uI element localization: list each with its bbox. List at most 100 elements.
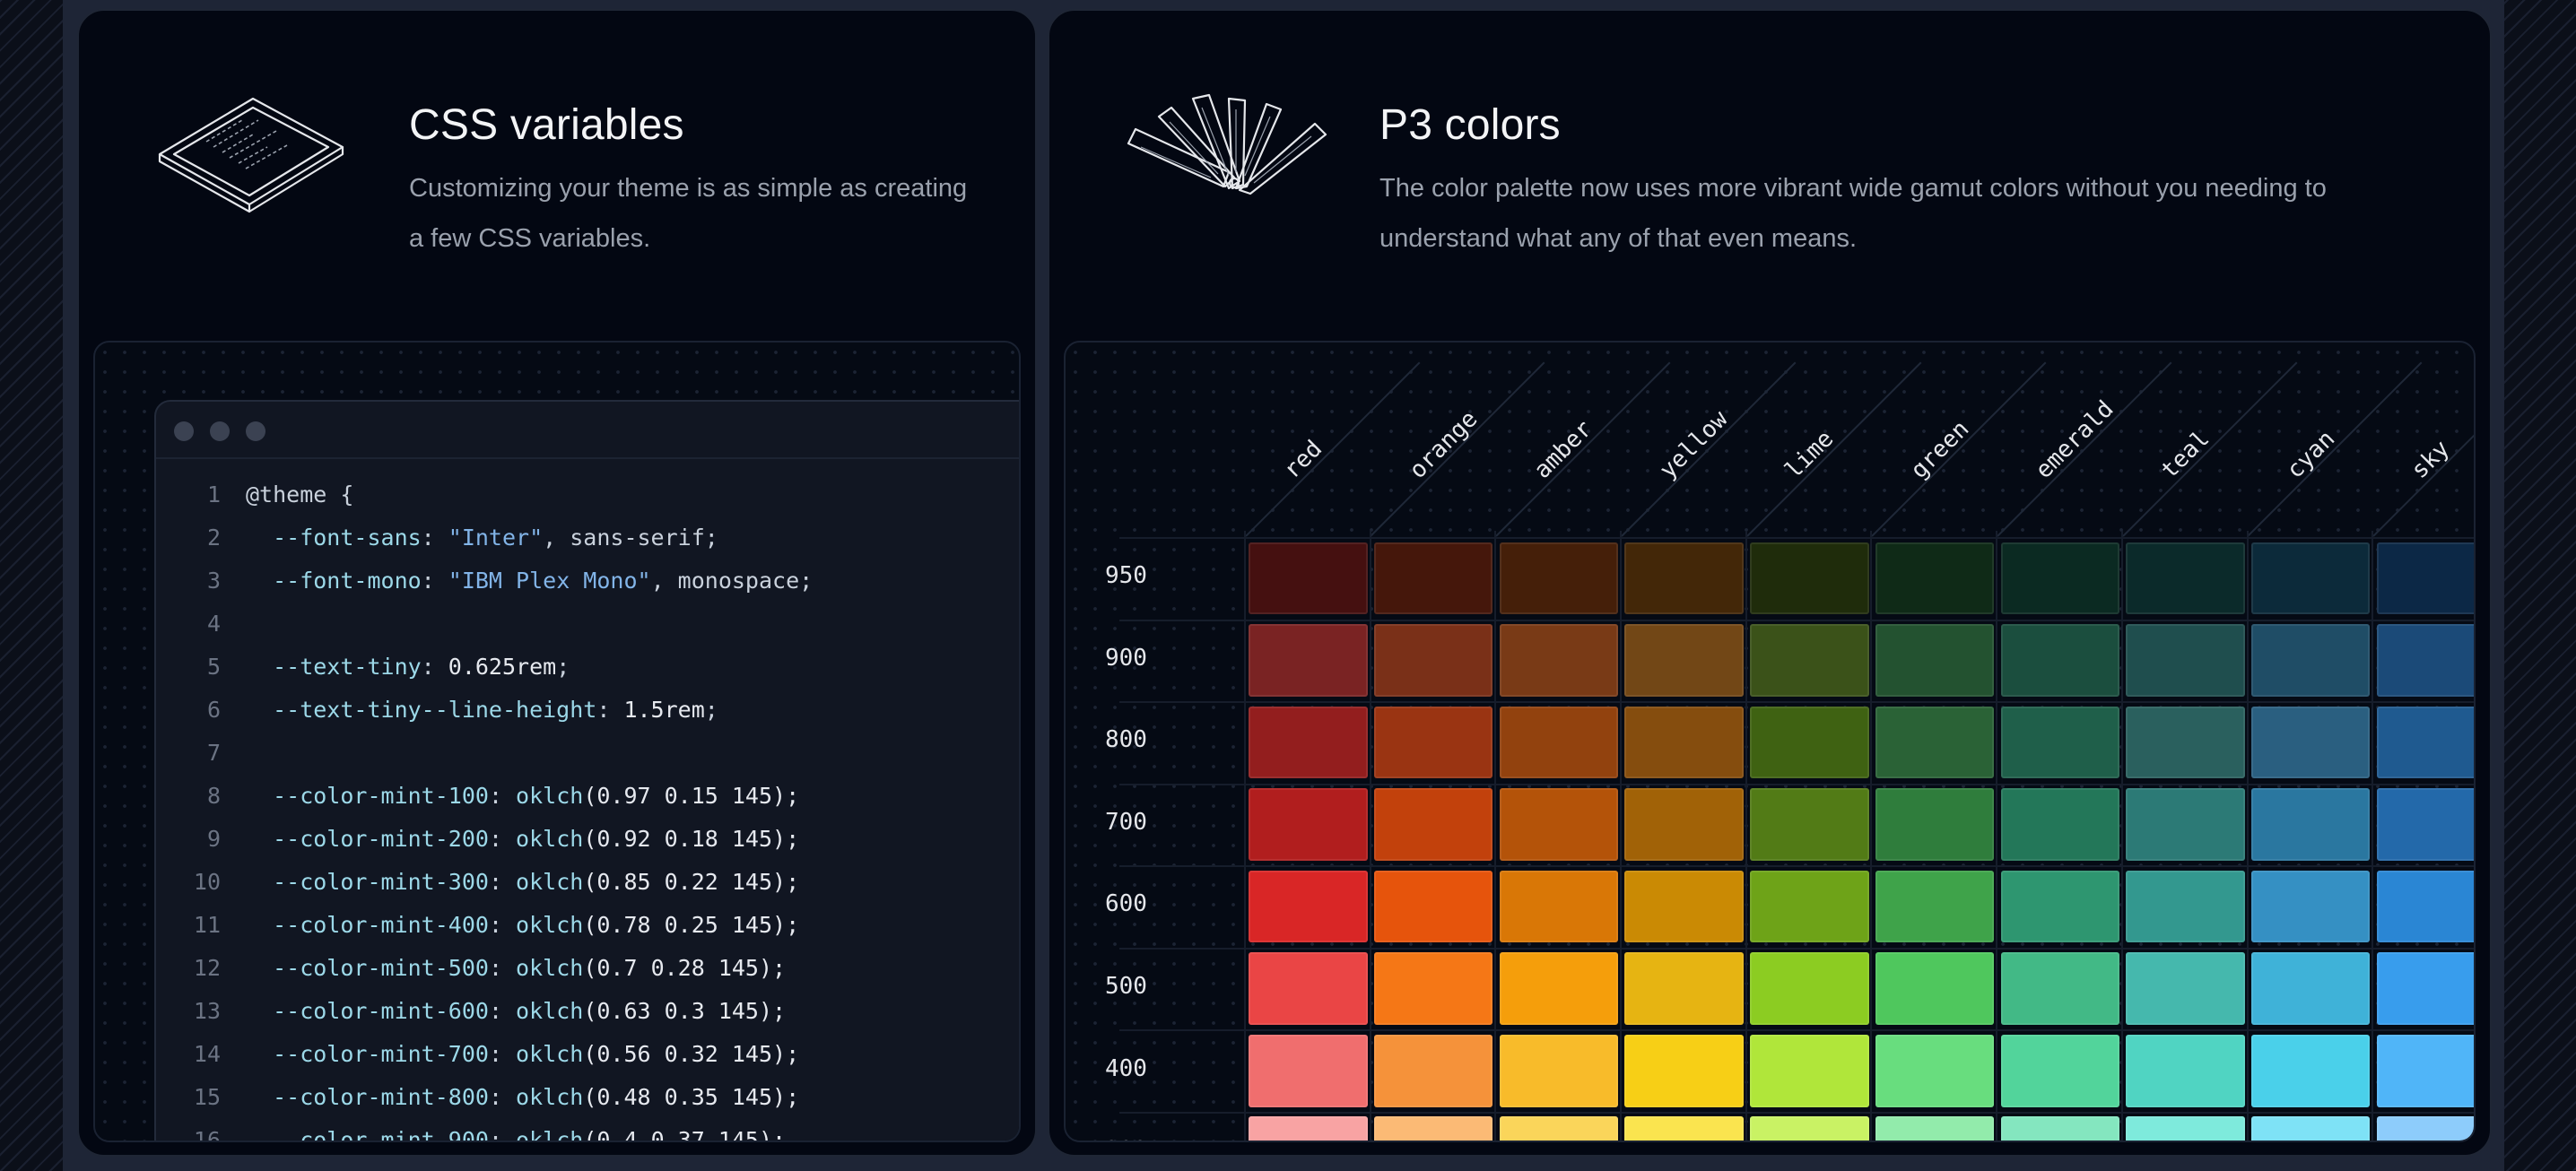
line-number: 16 (193, 1127, 221, 1142)
code-text: --color-mint-900: oklch(0.4 0.37 145); (246, 1119, 787, 1142)
color-swatch-emerald-300 (2000, 1116, 2120, 1141)
code-token: oklch (516, 1041, 584, 1067)
color-swatch-orange-300 (1374, 1116, 1493, 1141)
line-number: 5 (206, 654, 221, 680)
shade-label: 950 (1105, 562, 1147, 590)
window-control-dot (174, 421, 194, 441)
color-swatch-yellow-300 (1624, 1116, 1744, 1141)
row-divider (1119, 701, 2474, 704)
line-number: 13 (193, 998, 221, 1024)
code-token: ; (704, 697, 718, 723)
card-description: Customizing your theme is as simple as c… (409, 174, 968, 253)
row-divider (1119, 1112, 2474, 1114)
code-token: : (488, 1041, 517, 1067)
editor-titlebar (156, 402, 1019, 459)
color-swatch-orange-400 (1374, 1034, 1493, 1107)
code-text: --color-mint-300: oklch(0.85 0.22 145); (246, 861, 799, 904)
color-swatch-orange-600 (1374, 870, 1493, 943)
shade-label: 800 (1105, 726, 1147, 754)
color-swatch-amber-300 (1499, 1116, 1619, 1141)
column-divider (1996, 531, 1998, 1141)
color-swatch-teal-800 (2126, 706, 2245, 779)
color-swatch-orange-950 (1374, 542, 1493, 615)
color-swatch-green-950 (1875, 542, 1995, 615)
color-swatch-yellow-950 (1624, 542, 1744, 615)
row-divider (1119, 1029, 2474, 1032)
color-swatch-cyan-900 (2251, 624, 2371, 697)
code-text: --color-mint-100: oklch(0.97 0.15 145); (246, 775, 799, 818)
code-token: 0.625rem (448, 654, 557, 680)
color-swatch-emerald-900 (2000, 624, 2120, 697)
code-token: (0.4 0.37 145); (583, 1127, 787, 1142)
code-window-icon (158, 97, 344, 213)
color-swatch-lime-300 (1750, 1116, 1869, 1141)
code-area: 1 @theme {2 --font-sans: "Inter", sans-se… (161, 473, 1019, 1142)
code-token: "Inter" (448, 525, 544, 551)
color-swatch-lime-600 (1750, 870, 1869, 943)
code-token: (0.97 0.15 145); (583, 783, 800, 809)
color-swatch-green-400 (1875, 1034, 1995, 1107)
row-divider (1119, 537, 2474, 540)
color-swatch-teal-950 (2126, 542, 2245, 615)
color-swatch-lime-400 (1750, 1034, 1869, 1107)
code-line: 9 --color-mint-200: oklch(0.92 0.18 145)… (161, 818, 1019, 861)
code-line: 16 --color-mint-900: oklch(0.4 0.37 145)… (161, 1119, 1019, 1142)
code-token: --color-mint-500 (246, 955, 489, 981)
code-token: --color-mint-900 (246, 1127, 489, 1142)
code-line: 6 --text-tiny--line-height: 1.5rem; (161, 689, 1019, 732)
window-control-dot (210, 421, 230, 441)
code-token: --font-sans (246, 525, 422, 551)
line-number: 7 (206, 740, 221, 766)
color-name-label: yellow (1654, 405, 1734, 484)
code-token: 1.5rem (623, 697, 705, 723)
color-swatch-green-700 (1875, 788, 1995, 861)
code-token: --color-mint-200 (246, 826, 489, 852)
line-number: 10 (193, 869, 221, 895)
code-token: : (488, 783, 517, 809)
code-text: @theme { (246, 473, 353, 516)
color-swatch-emerald-950 (2000, 542, 2120, 615)
shade-label: 500 (1105, 973, 1147, 1001)
code-line: 15 --color-mint-800: oklch(0.48 0.35 145… (161, 1076, 1019, 1119)
row-divider (1119, 619, 2474, 621)
color-swatch-cyan-950 (2251, 542, 2371, 615)
line-number: 3 (206, 568, 221, 594)
code-text: --color-mint-200: oklch(0.92 0.18 145); (246, 818, 799, 861)
color-swatch-orange-800 (1374, 706, 1493, 779)
code-token: : (488, 826, 517, 852)
code-text: --color-mint-500: oklch(0.7 0.28 145); (246, 947, 786, 990)
code-line: 14 --color-mint-700: oklch(0.56 0.32 145… (161, 1033, 1019, 1076)
code-line: 10 --color-mint-300: oklch(0.85 0.22 145… (161, 861, 1019, 904)
color-swatch-teal-600 (2126, 870, 2245, 943)
code-token: : (488, 912, 517, 938)
color-name-label: green (1905, 415, 1974, 484)
color-swatch-sky-600 (2376, 870, 2474, 943)
card-title: CSS variables (409, 101, 684, 149)
code-token: (0.63 0.3 145); (583, 998, 787, 1024)
color-palette-grid: red orange amber yellow lime green emerald teal… (1064, 341, 2476, 1142)
code-token: , monospace; (650, 568, 814, 594)
code-token: oklch (516, 826, 584, 852)
code-line: 4 (161, 603, 1019, 646)
color-swatch-teal-400 (2126, 1034, 2245, 1107)
color-swatch-cyan-700 (2251, 788, 2371, 861)
code-token: oklch (516, 955, 584, 981)
color-swatch-amber-500 (1499, 952, 1619, 1025)
color-swatch-sky-800 (2376, 706, 2474, 779)
color-swatch-yellow-400 (1624, 1034, 1744, 1107)
code-token: (0.48 0.35 145); (583, 1084, 800, 1110)
code-line: 3 --font-mono: "IBM Plex Mono", monospac… (161, 559, 1019, 603)
color-swatch-green-800 (1875, 706, 1995, 779)
color-swatch-amber-700 (1499, 788, 1619, 861)
color-swatch-sky-700 (2376, 788, 2474, 861)
code-token: : (421, 568, 448, 594)
color-swatch-yellow-600 (1624, 870, 1744, 943)
code-token: : (488, 1127, 517, 1142)
code-token: : (488, 1084, 517, 1110)
color-swatch-lime-900 (1750, 624, 1869, 697)
code-token: oklch (516, 1084, 584, 1110)
column-divider (1870, 531, 1873, 1141)
line-number: 15 (193, 1084, 221, 1110)
code-token: --font-mono (246, 568, 422, 594)
color-swatch-red-600 (1249, 870, 1368, 943)
